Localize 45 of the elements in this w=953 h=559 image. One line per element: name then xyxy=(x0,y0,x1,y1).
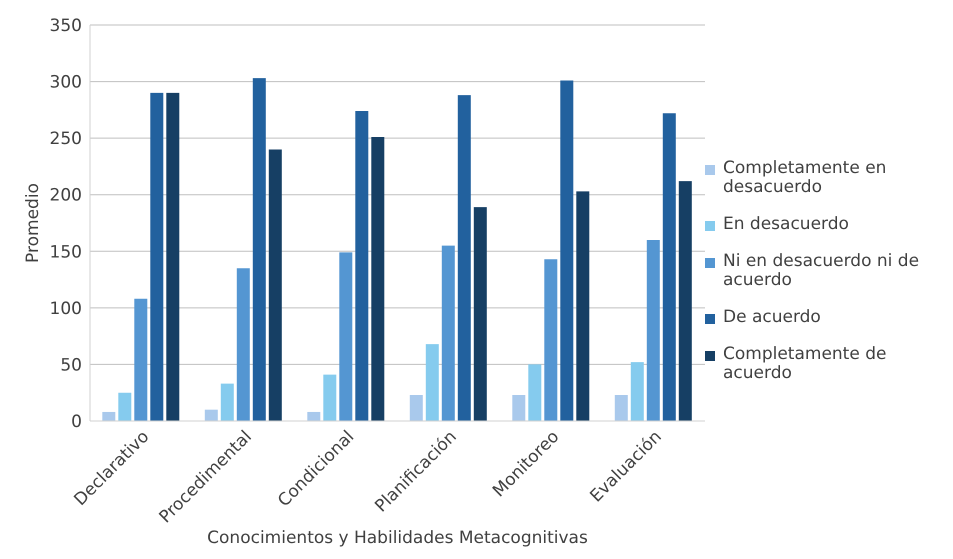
y-tick-label: 300 xyxy=(50,72,82,93)
legend-label: En desacuerdo xyxy=(723,214,849,234)
y-tick-label: 0 xyxy=(71,412,82,432)
y-tick-label: 50 xyxy=(60,355,82,376)
y-tick-label: 150 xyxy=(50,242,82,262)
bar xyxy=(678,181,692,421)
y-tick-label: 250 xyxy=(50,129,82,150)
y-tick-label: 100 xyxy=(50,298,82,319)
bar xyxy=(474,207,487,421)
legend-label: Ni en desacuerdo ni de acuerdo xyxy=(723,250,920,290)
y-axis-title: Promedio xyxy=(23,183,44,263)
bar xyxy=(544,259,558,421)
y-tick-label: 200 xyxy=(50,186,82,206)
bar xyxy=(236,268,250,421)
x-axis-title: Conocimientos y Habilidades Metacognitivas xyxy=(207,528,588,548)
bar xyxy=(458,95,471,421)
bar xyxy=(355,110,368,421)
bar xyxy=(102,412,116,421)
y-tick-label: 350 xyxy=(50,16,82,36)
legend-label: Completamente de acuerdo xyxy=(723,344,888,382)
bar xyxy=(220,384,234,421)
bar xyxy=(662,113,676,421)
bar xyxy=(410,394,423,421)
legend-label: Completamente en desacuerdo xyxy=(723,158,888,196)
bar xyxy=(339,252,352,421)
bar xyxy=(307,412,320,421)
bar xyxy=(252,78,266,421)
bar xyxy=(204,410,218,421)
bar xyxy=(426,344,439,421)
bar xyxy=(442,246,455,421)
bar xyxy=(646,240,660,421)
bar xyxy=(512,394,526,421)
bar xyxy=(150,92,164,421)
bar xyxy=(528,364,542,421)
bar xyxy=(134,298,148,421)
bar xyxy=(614,394,628,421)
bar xyxy=(268,149,282,421)
bar xyxy=(166,92,180,421)
bar xyxy=(630,362,644,421)
bar xyxy=(576,191,590,421)
bar xyxy=(118,392,132,421)
bar xyxy=(371,137,384,421)
legend-label: De acuerdo xyxy=(723,306,821,326)
bar xyxy=(560,80,574,421)
bar xyxy=(323,374,336,421)
